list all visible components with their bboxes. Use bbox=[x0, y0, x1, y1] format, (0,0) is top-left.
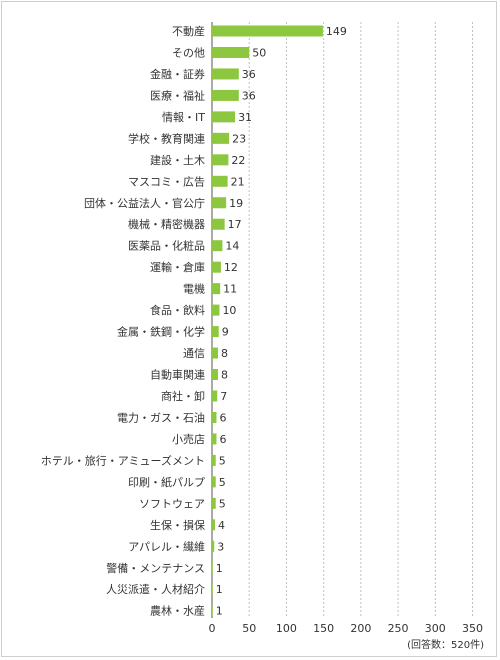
category-label-18: 電力・ガス・石油 bbox=[117, 410, 205, 424]
x-tick-150: 150 bbox=[313, 622, 334, 635]
bar-17 bbox=[212, 390, 218, 402]
x-tick-350: 350 bbox=[462, 622, 483, 635]
category-label-14: 金属・鉄鋼・化学 bbox=[117, 325, 205, 339]
value-label-5: 23 bbox=[232, 132, 246, 145]
value-label-9: 17 bbox=[228, 218, 242, 231]
bars bbox=[212, 25, 323, 617]
category-label-22: ソフトウェア bbox=[139, 497, 205, 510]
category-label-10: 医薬品・化粧品 bbox=[128, 239, 205, 253]
category-label-24: アパレル・繊維 bbox=[128, 540, 205, 553]
category-label-11: 運輸・倉庫 bbox=[150, 260, 205, 274]
bar-18 bbox=[212, 411, 217, 423]
value-label-14: 9 bbox=[222, 326, 229, 339]
value-label-1: 50 bbox=[252, 46, 266, 59]
x-tick-0: 0 bbox=[209, 622, 216, 635]
x-tick-250: 250 bbox=[388, 622, 409, 635]
bar-13 bbox=[212, 304, 220, 316]
value-label-2: 36 bbox=[242, 68, 256, 81]
bar-7 bbox=[212, 175, 228, 187]
bar-14 bbox=[212, 326, 219, 338]
bar-26 bbox=[212, 583, 213, 595]
category-label-27: 農林・水産 bbox=[150, 604, 205, 618]
value-label-11: 12 bbox=[224, 261, 238, 274]
value-label-24: 3 bbox=[217, 540, 224, 553]
category-label-13: 食品・飲料 bbox=[150, 303, 205, 317]
category-label-2: 金融・証券 bbox=[150, 67, 205, 81]
bar-6 bbox=[212, 154, 229, 166]
bar-27 bbox=[212, 605, 213, 617]
value-label-4: 31 bbox=[238, 111, 252, 124]
category-label-16: 自動車関連 bbox=[150, 368, 205, 382]
category-label-17: 商社・卸 bbox=[161, 389, 205, 403]
value-label-15: 8 bbox=[221, 347, 228, 360]
value-label-13: 10 bbox=[222, 304, 236, 317]
value-label-27: 1 bbox=[216, 605, 223, 618]
value-label-0: 149 bbox=[326, 25, 347, 38]
category-label-6: 建設・土木 bbox=[150, 153, 205, 167]
x-tick-100: 100 bbox=[276, 622, 297, 635]
value-label-21: 5 bbox=[219, 476, 226, 489]
bar-5 bbox=[212, 132, 230, 144]
bar-25 bbox=[212, 562, 213, 574]
category-label-15: 通信 bbox=[183, 347, 205, 360]
bar-24 bbox=[212, 540, 215, 552]
bar-8 bbox=[212, 197, 227, 209]
bar-15 bbox=[212, 347, 218, 359]
value-label-3: 36 bbox=[242, 89, 256, 102]
response-count-note: (回答数：520件) bbox=[407, 638, 484, 651]
bar-12 bbox=[212, 283, 221, 295]
category-label-3: 医療・福祉 bbox=[150, 88, 205, 102]
category-label-20: ホテル・旅行・アミューズメント bbox=[41, 453, 205, 467]
bar-1 bbox=[212, 46, 250, 58]
bar-11 bbox=[212, 261, 221, 273]
category-label-8: 団体・公益法人・官公庁 bbox=[84, 196, 205, 210]
category-label-7: マスコミ・広告 bbox=[128, 175, 205, 188]
category-label-5: 学校・教育関連 bbox=[128, 131, 205, 145]
bar-2 bbox=[212, 68, 239, 80]
value-label-26: 1 bbox=[216, 583, 223, 596]
value-label-19: 6 bbox=[219, 433, 226, 446]
bar-3 bbox=[212, 89, 239, 101]
bar-0 bbox=[212, 25, 323, 37]
value-label-23: 4 bbox=[218, 519, 225, 532]
bar-19 bbox=[212, 433, 217, 445]
value-label-12: 11 bbox=[223, 283, 237, 296]
value-labels: 1495036363123222119171412111098876655543… bbox=[216, 25, 347, 618]
bar-22 bbox=[212, 497, 216, 509]
value-label-20: 5 bbox=[219, 454, 226, 467]
bar-10 bbox=[212, 240, 223, 252]
x-axis-ticks: 0 50 100 150 200 250 300 350 bbox=[209, 622, 484, 635]
bar-21 bbox=[212, 476, 216, 488]
bar-23 bbox=[212, 519, 215, 531]
value-label-18: 6 bbox=[219, 411, 226, 424]
category-label-9: 機械・精密機器 bbox=[128, 217, 205, 231]
x-tick-200: 200 bbox=[350, 622, 371, 635]
x-tick-300: 300 bbox=[425, 622, 446, 635]
category-label-21: 印刷・紙パルプ bbox=[128, 475, 205, 489]
category-label-4: 情報・IT bbox=[162, 111, 205, 124]
value-label-7: 21 bbox=[231, 175, 245, 188]
value-label-8: 19 bbox=[229, 197, 243, 210]
value-label-6: 22 bbox=[231, 154, 245, 167]
category-label-26: 人災派遣・人材紹介 bbox=[106, 582, 205, 596]
category-label-25: 警備・メンテナンス bbox=[106, 561, 205, 575]
bar-4 bbox=[212, 111, 236, 123]
category-label-23: 生保・損保 bbox=[150, 518, 205, 532]
value-label-16: 8 bbox=[221, 369, 228, 382]
value-label-25: 1 bbox=[216, 562, 223, 575]
category-label-19: 小売店 bbox=[172, 432, 205, 446]
bar-9 bbox=[212, 218, 225, 230]
value-label-17: 7 bbox=[220, 390, 227, 403]
bar-20 bbox=[212, 454, 216, 466]
category-label-1: その他 bbox=[172, 46, 205, 59]
category-label-12: 電機 bbox=[183, 282, 205, 296]
category-label-0: 不動産 bbox=[172, 24, 205, 38]
value-label-10: 14 bbox=[225, 240, 239, 253]
x-tick-50: 50 bbox=[242, 622, 256, 635]
value-label-22: 5 bbox=[219, 497, 226, 510]
bar-16 bbox=[212, 369, 218, 381]
